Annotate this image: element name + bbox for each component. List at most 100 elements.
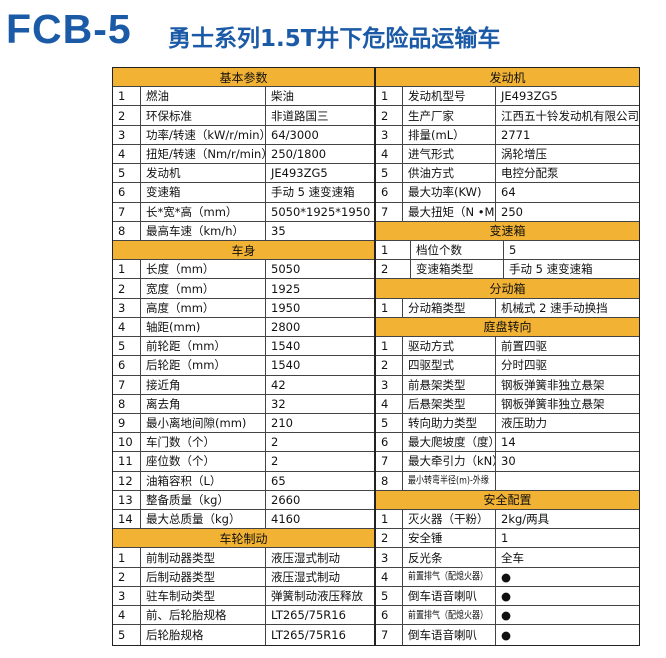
row-number: 6	[113, 356, 141, 375]
table-row: 4 进气形式 涡轮增压	[376, 144, 639, 165]
row-label: 长*宽*高（mm）	[141, 202, 266, 221]
row-number-text: 3	[381, 377, 389, 392]
table-row: 6 前置排气（配熄火器） ●	[376, 606, 639, 626]
row-label: 变速箱类型	[411, 260, 504, 279]
row-number-text: 7	[118, 204, 126, 219]
row-value-text: 涡轮增压	[501, 146, 547, 161]
row-value: 液压湿式制动	[266, 548, 374, 566]
table-row: 4 前、后轮胎规格 LT265/75R16	[113, 606, 374, 626]
row-number-text: 6	[381, 435, 389, 450]
row-value-text: 1950	[271, 300, 301, 315]
row-label-text: 档位个数	[416, 243, 462, 258]
row-value-text: 5	[509, 243, 517, 258]
row-label-text: 前置排气（配熄火器）	[408, 571, 488, 583]
row-label: 整备质量（kg）	[141, 490, 266, 510]
row-number: 5	[376, 586, 403, 606]
row-label: 灭火器（干粉）	[403, 510, 496, 529]
row-number-text: 5	[118, 339, 126, 354]
row-number: 6	[376, 606, 403, 625]
row-label-text: 最大牵引力（kN）	[408, 454, 496, 469]
table-row: 5 前轮距（mm） 1540	[113, 337, 374, 357]
row-value: 4160	[266, 510, 374, 528]
table-row: 4 扭矩/转速（Nm/r/min） 250/1800	[113, 144, 374, 165]
row-number-text: 3	[381, 127, 389, 142]
row-number: 5	[113, 164, 141, 183]
row-number-text: 1	[381, 300, 389, 315]
row-value-text: 2kg/两具	[501, 512, 550, 527]
table-row: 7 长*宽*高（mm） 5050*1925*1950	[113, 202, 374, 222]
row-value-text: 液压湿式制动	[271, 569, 340, 584]
row-number-text: 8	[118, 223, 126, 238]
row-number: 1	[113, 260, 141, 279]
row-number: 7	[113, 375, 141, 394]
row-label: 功率/转速（kW/r/min）	[141, 125, 266, 144]
table-row: 8 最高车速（km/h） 35	[113, 221, 374, 241]
row-label: 座位数（个）	[141, 452, 266, 471]
row-number: 13	[113, 490, 141, 510]
table-row: 2 安全锤 1	[376, 529, 639, 549]
row-label: 后制动器类型	[141, 567, 266, 586]
section-header: 安全配置	[376, 490, 639, 511]
vehicle-subtitle: 勇士系列1.5T井下危险品运输车	[168, 26, 501, 52]
row-label-text: 生产厂家	[408, 108, 454, 123]
row-value-text: 手动 5 速变速箱	[509, 262, 593, 277]
row-value: 65	[266, 472, 374, 490]
row-number-text: 4	[381, 146, 389, 161]
row-number-text: 5	[381, 416, 389, 431]
row-value: ●	[496, 625, 639, 644]
row-number: 7	[376, 202, 403, 221]
row-label-text: 扭矩/转速（Nm/r/min）	[146, 146, 266, 161]
row-value: 5050*1925*1950	[266, 203, 374, 221]
row-number: 1	[376, 298, 403, 317]
row-label: 宽度（mm）	[141, 279, 266, 298]
row-number-text: 1	[381, 89, 389, 104]
table-row: 2 后制动器类型 液压湿式制动	[113, 567, 374, 587]
row-label-text: 宽度（mm）	[146, 281, 215, 296]
table-row: 4 前置排气（配熄火器） ●	[376, 567, 639, 587]
row-number-text: 13	[118, 492, 133, 507]
row-value: 1950	[266, 299, 374, 317]
row-number: 4	[376, 394, 403, 413]
row-label: 驻车制动类型	[141, 586, 266, 606]
row-value: 2771	[496, 126, 639, 144]
row-value: 分时四驱	[496, 356, 639, 374]
table-row: 3 驻车制动类型 弹簧制动液压释放	[113, 586, 374, 607]
row-number: 3	[113, 298, 141, 317]
row-label: 倒车语音喇叭	[403, 586, 496, 606]
row-label: 档位个数	[411, 240, 504, 260]
row-value: 江西五十铃发动机有限公司	[496, 106, 639, 124]
row-value: 全车	[496, 548, 639, 566]
table-row: 2 生产厂家 江西五十铃发动机有限公司	[376, 106, 639, 126]
row-label-text: 整备质量（kg）	[146, 492, 229, 507]
spec-table-right: 发动机 1 发动机型号 JE493ZG5 2 生产厂家 江西五十铃发动机有限公司 3 排量(mL…	[376, 68, 639, 645]
row-value: JE493ZG5	[496, 87, 639, 105]
row-label-text: 长*宽*高（mm）	[146, 204, 238, 219]
row-number-text: 8	[118, 396, 126, 411]
row-value-text: JE493ZG5	[271, 166, 328, 181]
row-value: 2660	[266, 491, 374, 509]
row-label: 最大总质量（kg）	[141, 510, 266, 529]
row-value-text: 64	[501, 185, 516, 200]
section-header: 发动机	[376, 68, 639, 88]
row-value-text: 1540	[271, 339, 301, 354]
row-value-text: 32	[271, 396, 286, 411]
section-header: 基本参数	[113, 68, 374, 88]
row-number: 1	[376, 510, 403, 529]
table-row: 5 倒车语音喇叭 ●	[376, 586, 639, 607]
row-value-text: 5050*1925*1950	[271, 204, 371, 219]
row-value-text: 35	[271, 223, 286, 238]
row-label: 最小离地间隙(mm)	[141, 413, 266, 433]
row-label: 环保标准	[141, 106, 266, 125]
row-label: 离去角	[141, 394, 266, 413]
row-label: 最大功率(KW)	[403, 183, 496, 202]
row-number-text: 6	[118, 358, 126, 373]
row-number-text: 2	[381, 531, 389, 546]
table-row: 3 高度（mm） 1950	[113, 298, 374, 318]
row-number-text: 5	[381, 589, 389, 604]
row-value: 5	[504, 241, 639, 259]
row-label-text: 反光条	[408, 550, 443, 565]
row-number-text: 1	[118, 262, 126, 277]
row-number-text: 5	[381, 166, 389, 181]
row-label-text: 燃油	[146, 89, 169, 104]
row-value: 手动 5 速变速箱	[504, 260, 639, 278]
